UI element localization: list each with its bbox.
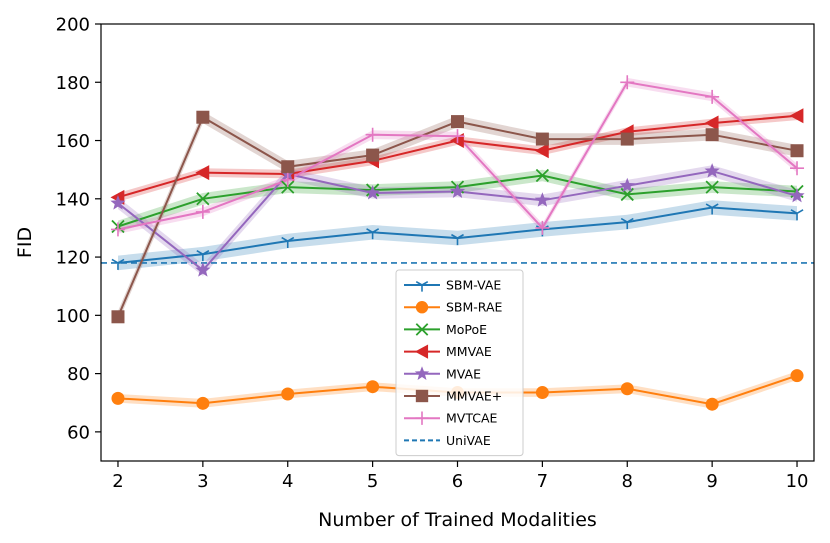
- marker-mvae-2: [110, 195, 126, 210]
- x-axis-label: Number of Trained Modalities: [318, 509, 597, 531]
- marker-mmvae-5: [366, 148, 380, 162]
- marker-sbm-rae-3: [196, 396, 210, 410]
- marker-sbm-vae-8: [620, 217, 634, 230]
- marker-mmvae-10: [789, 108, 804, 124]
- y-tick-label-60: 60: [67, 422, 90, 443]
- marker-sbm-rae-9: [705, 397, 719, 411]
- marker-mvtcae-9: [705, 89, 720, 104]
- legend-marker-sbm-vae: [415, 280, 429, 292]
- marker-sbm-rae-4: [281, 387, 295, 401]
- legend-label-mvtcae: MVTCAE: [446, 411, 498, 426]
- legend: SBM-VAE SBM-RAE MoPoE MMVAE MVAE MMVAE+ MVTCAE…: [395, 269, 524, 457]
- legend-marker-mvae: [414, 366, 430, 380]
- marker-mmvae-9: [704, 115, 719, 131]
- legend-label-univae: UniVAE: [446, 433, 491, 448]
- x-tick-label-7: 7: [537, 471, 548, 492]
- x-tick-label-10: 10: [786, 471, 809, 492]
- legend-label-sbm-rae: SBM-RAE: [446, 300, 503, 315]
- legend-box: [395, 269, 524, 457]
- marker-mvtcae-2: [110, 222, 125, 237]
- y-tick-label-120: 120: [56, 248, 90, 269]
- x-tick-label-9: 9: [706, 471, 717, 492]
- x-tick-label-2: 2: [112, 471, 123, 492]
- marker-sbm-vae-4: [281, 236, 295, 249]
- marker-mmvae-3: [195, 165, 210, 181]
- legend-label-mmvae: MMVAE+: [446, 389, 502, 404]
- legend-label-sbm-vae: SBM-VAE: [446, 278, 501, 293]
- x-tick-label-6: 6: [452, 471, 463, 492]
- marker-mvae-5: [365, 184, 381, 200]
- marker-mvae-9: [704, 163, 720, 178]
- y-tick-label-180: 180: [56, 73, 90, 94]
- marker-mopoe-4: [281, 180, 295, 194]
- marker-sbm-vae-9: [705, 203, 719, 215]
- marker-sbm-vae-3: [196, 249, 210, 262]
- legend-marker-mmvae: [414, 344, 429, 359]
- band-mvtcae: [118, 77, 797, 234]
- legend-marker-mmvae: [415, 389, 429, 403]
- marker-sbm-vae-6: [451, 233, 464, 246]
- marker-mopoe-9: [705, 180, 719, 194]
- y-tick-label-200: 200: [56, 15, 90, 36]
- marker-sbm-rae-10: [790, 369, 804, 383]
- y-tick-label-160: 160: [56, 131, 90, 152]
- marker-mmvae-9: [705, 128, 719, 142]
- y-tick-label-80: 80: [67, 364, 90, 385]
- marker-mvtcae-5: [365, 127, 380, 142]
- marker-sbm-vae-2: [111, 258, 125, 270]
- marker-mvtcae-10: [790, 161, 805, 176]
- marker-mmvae-7: [534, 143, 549, 159]
- marker-mmvae-10: [790, 144, 804, 158]
- marker-sbm-rae-7: [535, 386, 549, 400]
- y-tick-label-100: 100: [56, 306, 90, 327]
- x-tick-label-3: 3: [197, 471, 208, 492]
- series-markers: [110, 75, 805, 411]
- marker-mmvae-7: [535, 132, 549, 146]
- marker-mmvae-6: [451, 115, 464, 129]
- x-tick-label-8: 8: [622, 471, 633, 492]
- marker-mvae-6: [449, 183, 466, 198]
- legend-label-mmvae: MMVAE: [446, 344, 492, 359]
- marker-sbm-vae-10: [790, 209, 804, 221]
- marker-sbm-rae-8: [620, 382, 634, 396]
- legend-marker-mvtcae: [415, 411, 429, 425]
- marker-mmvae-3: [196, 110, 210, 124]
- marker-mopoe-3: [196, 192, 210, 206]
- marker-mvtcae-7: [535, 220, 550, 235]
- marker-sbm-rae-5: [366, 380, 380, 394]
- band-sbm-vae: [118, 200, 797, 271]
- marker-sbm-rae-2: [111, 391, 125, 405]
- marker-mmvae-4: [281, 160, 295, 174]
- legend-label-mopoe: MoPoE: [446, 322, 487, 337]
- marker-mmvae-2: [111, 310, 125, 324]
- marker-mvtcae-4: [280, 172, 295, 187]
- marker-mvae-8: [619, 177, 635, 193]
- legend-label-mvae: MVAE: [446, 366, 481, 381]
- marker-mvtcae-8: [620, 75, 635, 90]
- x-tick-label-5: 5: [367, 471, 378, 492]
- marker-mmvae-8: [620, 132, 634, 146]
- marker-sbm-vae-5: [366, 228, 380, 240]
- marker-mvae-7: [534, 192, 550, 207]
- marker-mvtcae-6: [450, 129, 465, 144]
- marker-mvae-10: [789, 187, 805, 203]
- axis-ticks: 2 3 4 5 6 7 8 9 10 60 80 100 120 140 160 180 200: [56, 15, 809, 493]
- y-axis-label: FID: [14, 227, 36, 258]
- y-tick-label-140: 140: [56, 189, 90, 210]
- legend-marker-sbm-rae: [415, 301, 429, 314]
- legend-marker-mopoe: [415, 323, 429, 336]
- marker-mopoe-7: [535, 168, 550, 183]
- marker-mvtcae-3: [195, 204, 210, 219]
- marker-mvae-3: [195, 262, 211, 277]
- x-tick-label-4: 4: [282, 471, 293, 492]
